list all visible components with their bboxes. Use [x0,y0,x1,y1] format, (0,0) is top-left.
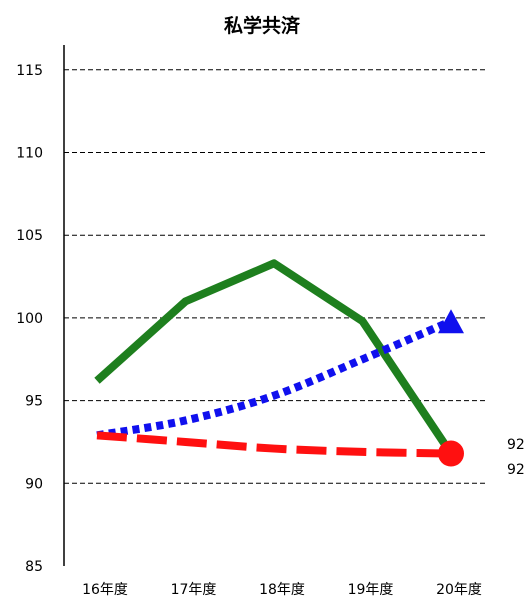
end-marker-circle [438,440,464,467]
x-tick-label: 20年度 [436,582,482,598]
x-tick-label: 18年度 [259,582,305,598]
annotations: 92 92 [507,437,525,478]
x-tick-label: 16年度 [82,582,128,598]
end-marker-triangle [438,309,464,334]
y-tick-label: 100 [16,311,43,327]
data-label: 92 [507,437,525,453]
series-line-dotted [96,317,453,440]
data-label: 92 [507,462,525,478]
y-tick-label: 90 [25,476,43,492]
y-tick-label: 85 [25,559,43,575]
y-axis-ticks: 115 110 105 100 95 90 85 [16,63,43,575]
x-tick-label: 17年度 [171,582,217,598]
series-line-solid [94,259,455,456]
series-line-dashed [96,431,452,458]
series-lines [94,259,464,467]
x-tick-label: 19年度 [348,582,394,598]
y-tick-label: 105 [16,228,43,244]
y-tick-label: 115 [16,63,43,79]
y-tick-label: 110 [16,146,43,162]
x-axis-ticks: 16年度 17年度 18年度 19年度 20年度 [82,582,482,598]
gridlines [64,69,487,484]
chart-title: 私学共済 [224,14,301,37]
y-tick-label: 95 [25,394,43,410]
